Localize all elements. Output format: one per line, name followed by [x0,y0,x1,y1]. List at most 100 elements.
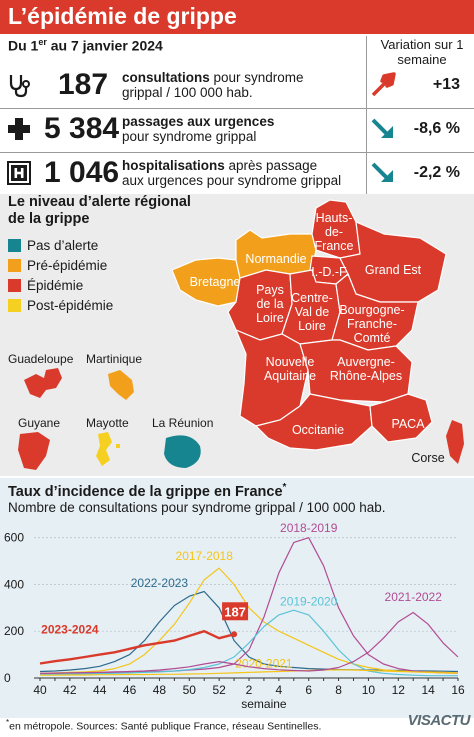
region-occitanie [254,393,373,451]
series-label-2023-2024: 2023-2024 [41,623,99,637]
region-bfc [331,273,419,351]
x-tick-label: 8 [335,683,342,697]
stat-row-hospitalisations: 1 046 hospitalisations après passage aux … [0,154,474,196]
chart-subtitle: Nombre de consultations pour syndrome gr… [8,500,386,515]
region-label: de la [256,297,283,311]
stat-value: 5 384 [44,112,120,145]
region-label: Auvergne- [337,355,395,369]
x-tick-label: 4 [276,683,283,697]
x-tick-label: 16 [451,683,465,697]
stat-row-urgences: 5 384 passages aux urgences pour syndrome… [0,110,474,152]
legend-swatch [8,279,21,292]
series-line-2021-2022 [39,611,459,674]
region-label: Hauts- [316,211,353,225]
region-label: Pays [256,283,284,297]
x-axis-label: semaine [241,697,287,711]
chart-section: 0 200 400 600 40 42 44 46 48 50 52 2 4 6 8 10 12 14 16 sema… [0,478,474,718]
medical-cross-icon [8,118,30,140]
stat-row-consultations: 187 consultations pour syndrome grippal /… [0,66,474,108]
region-label: Grand Est [365,263,422,277]
region-label: Val de [295,305,330,319]
series-label-2021-2022: 2021-2022 [385,590,443,604]
variation-header: Variation sur 1 semaine [380,37,464,67]
region-label: PACA [391,417,425,431]
legend-swatch [8,259,21,272]
header-banner: L’épidémie de grippe [0,0,474,34]
series-label-2017-2018: 2017-2018 [176,549,234,563]
x-tick-label: 48 [153,683,167,697]
series-label-2019-2020: 2019-2020 [280,595,338,609]
legend-item-pas-alerte: Pas d’alerte [8,238,98,253]
guadeloupe-shape [24,368,62,398]
overseas-label: Guyane [18,416,61,430]
current-value-badge [222,602,249,621]
region-label: Loire [256,311,284,325]
y-tick-label: 0 [4,671,11,685]
map-section: Hauts- de- France Normandie Bretagne Pay… [0,194,474,476]
map-title: Le niveau d’alerte régional de la grippe [8,194,191,227]
region-label: Aquitaine [264,369,316,383]
footer-sources: *en métropole. Sources: Santé publique F… [6,718,322,733]
overseas-label: Guadeloupe [8,352,74,366]
x-tick-label: 42 [63,683,77,697]
overseas-label: Mayotte [86,416,129,430]
guyane-shape [18,432,50,470]
region-corse [446,420,464,464]
legend-swatch [8,299,21,312]
region-label: Occitanie [292,423,344,437]
stat-variation: -8,6 % [413,120,460,137]
x-tick-label: 12 [392,683,406,697]
series-line-2023-2024 [39,629,235,665]
stat-value: 1 046 [44,156,120,189]
region-ara [299,339,413,403]
region-label: Nouvelle [266,355,315,369]
series-line-2017-2018 [39,567,459,674]
y-tick-label: 400 [4,577,24,591]
series-line-2020-2021 [40,669,459,676]
row-divider [0,152,474,153]
stat-description: consultations pour syndrome grippal / 100… [122,70,304,100]
brand-logo: VISACTU [407,712,471,729]
stat-variation: +13 [432,76,460,93]
row-divider [0,108,474,109]
stat-variation: -2,2 % [413,164,460,181]
region-label: de- [325,225,343,239]
legend-item-epidemie: Épidémie [8,278,83,293]
region-label: Franche- [347,317,397,331]
x-tick-label: 52 [212,683,226,697]
period-label: Du 1er au 7 janvier 2024 [8,37,163,54]
region-paca [369,393,433,443]
trend-down-arrow-icon [371,162,393,182]
france-map: Hauts- de- France Normandie Bretagne Pay… [18,199,464,470]
x-tick-label: 2 [246,683,253,697]
legend-item-pre-epidemie: Pré-épidémie [8,258,107,273]
chart-title: Taux d’incidence de la grippe en France* [8,482,287,500]
region-label: Rhône-Alpes [330,369,402,383]
x-tick-label: 50 [183,683,197,697]
region-label: Normandie [245,252,306,266]
x-tick-label: 6 [305,683,312,697]
region-label: Centre- [291,291,333,305]
mayotte-shape [96,432,120,466]
region-label: Bretagne [190,275,241,289]
current-value-point [231,631,238,638]
trend-down-arrow-icon [371,118,393,138]
x-tick-label: 44 [93,683,107,697]
reunion-shape [164,435,201,468]
x-tick-label: 40 [33,683,47,697]
region-label-corse: Corse [411,451,444,465]
region-label: Loire [298,319,326,333]
region-label: France [315,239,354,253]
x-tick-label: 46 [123,683,137,697]
trend-up-arrow-icon [371,72,396,97]
page-title: L’épidémie de grippe [8,3,237,29]
x-tick-label: 10 [362,683,376,697]
stethoscope-icon [9,75,30,98]
hospital-icon [7,161,31,185]
legend-swatch [8,239,21,252]
stat-value: 187 [58,68,109,101]
y-tick-label: 600 [4,531,24,545]
series-line-2019-2020 [39,609,458,677]
series-line-2018-2019 [39,537,459,675]
